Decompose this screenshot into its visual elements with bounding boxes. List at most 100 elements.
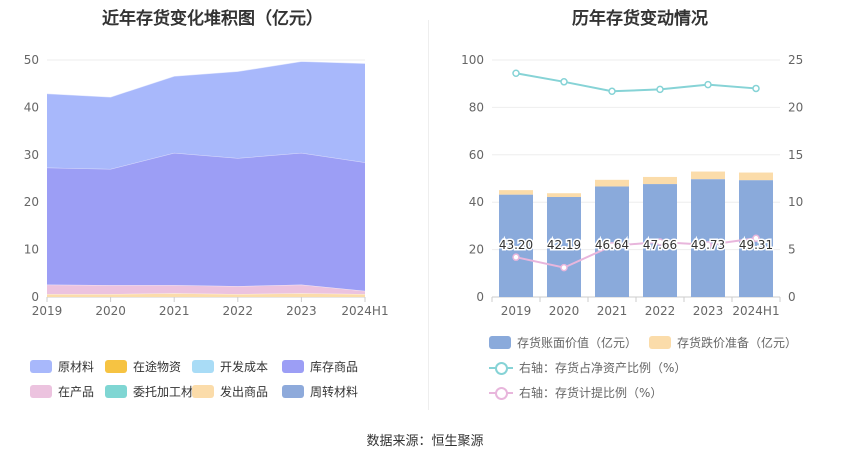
- legend-item-发出商品[interactable]: 发出商品: [192, 383, 268, 400]
- line-point: [608, 242, 616, 250]
- x-tick-label: 2022: [223, 304, 254, 318]
- line-point: [560, 78, 568, 86]
- y2-tick-label: 20: [788, 100, 803, 114]
- bar-book-value: [499, 194, 533, 297]
- line-右轴：存货占净资产比例（%）: [515, 72, 757, 93]
- bar-value-label: 46.64: [595, 238, 629, 252]
- area-原材料: [47, 61, 365, 170]
- legend-label: 在产品: [58, 385, 95, 399]
- x-tick-label: 2021: [597, 304, 628, 318]
- area-edge-原材料: [46, 60, 366, 98]
- legend-swatch: [105, 360, 127, 373]
- x-tick-label: 2020: [95, 304, 126, 318]
- legend-swatch: [489, 336, 511, 349]
- legend-item-开发成本[interactable]: 开发成本: [192, 358, 268, 375]
- line-point: [704, 241, 712, 249]
- bar-value-label: 43.20: [499, 238, 533, 252]
- line-point: [752, 84, 760, 93]
- legend-label: 库存商品: [310, 360, 359, 374]
- x-tick-label: 2021: [159, 304, 190, 318]
- y-tick-label: 20: [469, 243, 484, 257]
- bar-value-label: 49.73: [691, 238, 725, 252]
- line-point: [704, 80, 712, 89]
- inventory-bar-line-chart: 0 20 40 60 80 100 0 5 10 15 20 25 2019 2020 2021 2022 20…: [461, 53, 803, 318]
- line-point: [656, 238, 664, 246]
- legend-label: 开发成本: [220, 360, 269, 374]
- x-tick-label: 2024H1: [732, 304, 779, 318]
- y-tick-label: 10: [24, 243, 39, 257]
- legend-swatch: [30, 360, 52, 373]
- bar-value-label: 47.66: [643, 238, 677, 252]
- x-tick-label: 2024H1: [341, 304, 388, 318]
- legend-swatch: [489, 386, 513, 400]
- data-source-note: 数据来源：恒生聚源: [366, 434, 484, 449]
- y-tick-label: 100: [461, 53, 484, 67]
- y2-tick-label: 0: [788, 290, 796, 304]
- legend-item-委托加工材料[interactable]: 委托加工材料: [105, 383, 205, 400]
- legend-label: 存货跌价准备（亿元）: [677, 336, 798, 350]
- legend-label: 发出商品: [220, 385, 269, 399]
- y2-tick-label: 5: [788, 243, 796, 257]
- legend-swatch: [192, 385, 214, 398]
- legend-label: 存货账面价值（亿元）: [517, 336, 638, 350]
- legend-item-存货跌价准备（亿元）[interactable]: 存货跌价准备（亿元）: [649, 334, 797, 351]
- line-右轴：存货计提比例（%）: [515, 237, 757, 269]
- legend-item-周转材料[interactable]: 周转材料: [282, 383, 358, 400]
- legend-label: 委托加工材料: [133, 385, 206, 399]
- line-point: [752, 234, 760, 242]
- area-在产品: [47, 284, 365, 295]
- y-tick-label: 0: [476, 290, 484, 304]
- left-chart-title: 近年存货变化堆积图（亿元）: [102, 9, 323, 29]
- y-tick-label: 50: [24, 53, 39, 67]
- x-tick-label: 2019: [501, 304, 532, 318]
- line-point: [608, 87, 616, 96]
- y-tick-label: 0: [31, 290, 39, 304]
- y2-tick-label: 15: [788, 148, 803, 162]
- y2-tick-label: 25: [788, 53, 803, 67]
- bar-provision: [739, 172, 773, 181]
- x-tick-label: 2022: [645, 304, 676, 318]
- legend-item-库存商品[interactable]: 库存商品: [282, 358, 358, 375]
- line-point: [560, 263, 568, 272]
- legend-label: 右轴：存货占净资产比例（%）: [519, 361, 687, 375]
- bar-provision: [547, 193, 581, 198]
- bar-provision: [499, 190, 533, 195]
- y2-tick-label: 10: [788, 195, 803, 209]
- area-库存商品: [47, 152, 365, 291]
- bar-provision: [643, 176, 677, 185]
- legend-swatch: [282, 360, 304, 373]
- y-tick-label: 40: [24, 100, 39, 114]
- legend-swatch: [30, 385, 52, 398]
- y-tick-label: 60: [469, 148, 484, 162]
- legend-label: 原材料: [58, 360, 95, 374]
- legend-swatch: [489, 361, 513, 375]
- line-point: [512, 253, 520, 261]
- right-chart-title: 历年存货变动情况: [572, 9, 708, 29]
- legend-item-在产品[interactable]: 在产品: [30, 383, 94, 400]
- legend-swatch: [282, 385, 304, 398]
- legend-label: 周转材料: [310, 385, 359, 399]
- stacked-area-chart: 0 10 20 30 40 50 2019 2020 2021 2022 2023 2024H1: [24, 53, 389, 318]
- legend-swatch: [192, 360, 214, 373]
- legend-item-存货账面价值（亿元）[interactable]: 存货账面价值（亿元）: [489, 334, 637, 351]
- line-point: [512, 69, 520, 78]
- legend-swatch: [105, 385, 127, 398]
- legend-item-右轴：存货占净资产比例（%）[interactable]: 右轴：存货占净资产比例（%）: [489, 359, 686, 376]
- y-tick-label: 30: [24, 148, 39, 162]
- panel-divider: [428, 20, 429, 410]
- x-tick-label: 2020: [549, 304, 580, 318]
- legend-label: 右轴：存货计提比例（%）: [519, 386, 663, 400]
- bar-book-value: [595, 186, 629, 297]
- x-tick-label: 2023: [286, 304, 317, 318]
- y-tick-label: 40: [469, 195, 484, 209]
- line-point: [656, 85, 664, 94]
- bar-value-label: 42.19: [547, 238, 581, 252]
- legend-item-右轴：存货计提比例（%）[interactable]: 右轴：存货计提比例（%）: [489, 384, 662, 401]
- legend-label: 在途物资: [133, 360, 182, 374]
- y-tick-label: 80: [469, 100, 484, 114]
- y-tick-label: 20: [24, 195, 39, 209]
- bar-provision: [595, 179, 629, 187]
- legend-item-在途物资[interactable]: 在途物资: [105, 358, 181, 375]
- legend-item-原材料[interactable]: 原材料: [30, 358, 94, 375]
